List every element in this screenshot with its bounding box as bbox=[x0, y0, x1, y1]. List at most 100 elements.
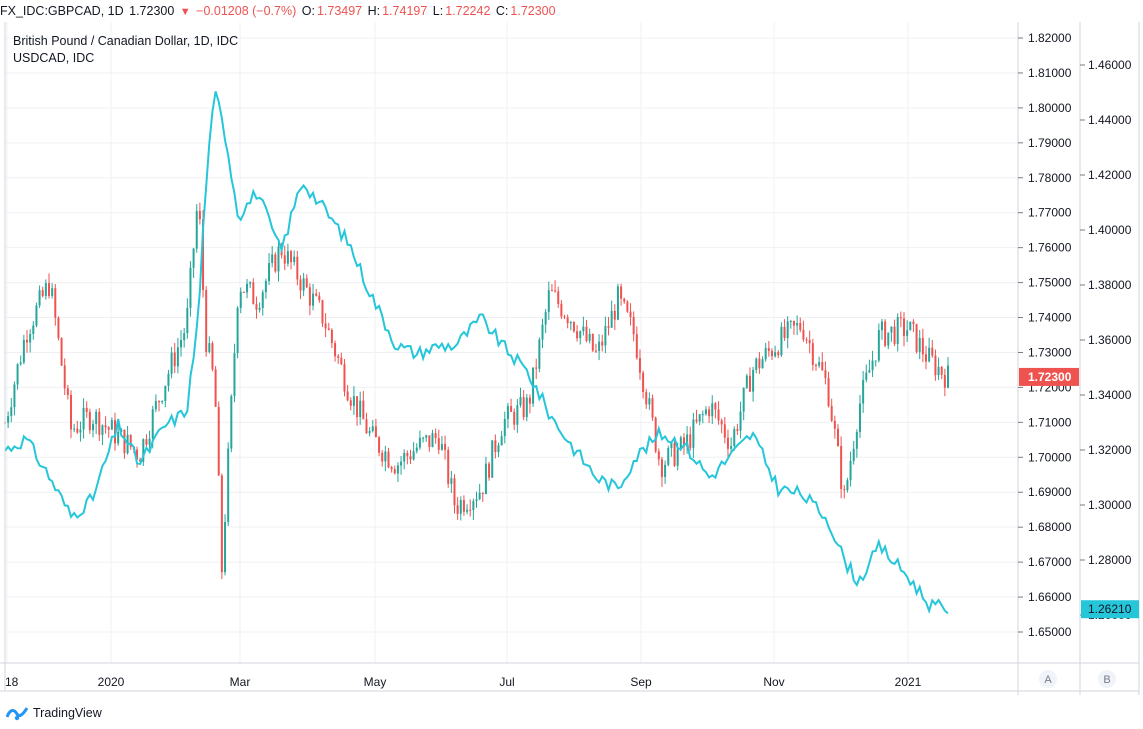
price-change: −0.01208 (−0.7%) bbox=[196, 4, 297, 18]
candle-body bbox=[500, 436, 503, 446]
candle-body bbox=[151, 409, 154, 439]
candle-body bbox=[202, 219, 205, 290]
candle-body bbox=[101, 425, 104, 435]
candle-body bbox=[330, 329, 333, 344]
candle-body bbox=[10, 407, 13, 417]
chart-canvas[interactable]: 1.82000 1.81000 1.80000 1.79000 1.78000 1.770… bbox=[0, 22, 1143, 695]
tradingview-icon bbox=[6, 707, 28, 721]
candle-body bbox=[145, 439, 148, 445]
symbol-interval[interactable]: FX_IDC:GBPCAD, 1D bbox=[0, 4, 124, 18]
candle-body bbox=[664, 464, 667, 477]
candle-body bbox=[290, 251, 293, 263]
candle-body bbox=[645, 391, 648, 405]
candle-body bbox=[217, 406, 220, 476]
candle-body bbox=[654, 417, 657, 452]
candle-body bbox=[620, 286, 623, 299]
tick-label-a: 1.76000 bbox=[1028, 241, 1072, 255]
candle-body bbox=[516, 405, 519, 425]
candle-body bbox=[928, 347, 931, 362]
candle-body bbox=[742, 387, 745, 412]
open-label: O: bbox=[301, 4, 315, 18]
candle-body bbox=[755, 358, 758, 370]
candle-body bbox=[582, 326, 585, 332]
scale-button-a-bg bbox=[1039, 670, 1057, 688]
scale-button-b[interactable]: B bbox=[1098, 670, 1116, 688]
candle-body bbox=[594, 350, 597, 352]
candle-body bbox=[349, 400, 352, 406]
candle-body bbox=[714, 403, 717, 410]
tick-label-a: 1.69000 bbox=[1028, 485, 1072, 499]
candle-body bbox=[356, 396, 359, 418]
usdcad-series bbox=[4, 91, 949, 615]
candle-body bbox=[947, 365, 949, 388]
candle-body bbox=[937, 366, 940, 376]
candle-body bbox=[13, 384, 16, 408]
candle-body bbox=[799, 322, 802, 330]
candle-body bbox=[626, 301, 629, 312]
candle-body bbox=[607, 326, 610, 328]
candle-body bbox=[425, 435, 428, 438]
candle-body bbox=[233, 353, 236, 397]
candle-body bbox=[334, 343, 337, 357]
tick-label-b: 1.34000 bbox=[1088, 388, 1132, 402]
main-series-legend[interactable]: British Pound / Canadian Dollar, 1D, IDC bbox=[13, 34, 239, 48]
candle-body bbox=[648, 398, 651, 405]
candle-body bbox=[19, 362, 22, 365]
candle-body bbox=[368, 430, 371, 434]
grid bbox=[5, 22, 1018, 663]
candle-body bbox=[148, 438, 151, 445]
candle-body bbox=[613, 310, 616, 320]
candle-body bbox=[66, 388, 69, 395]
candle-body bbox=[918, 337, 921, 352]
candle-body bbox=[154, 401, 157, 410]
last-price: 1.72300 bbox=[129, 4, 175, 18]
candle-body bbox=[519, 397, 522, 406]
low-label: L: bbox=[432, 4, 444, 18]
candle-body bbox=[676, 449, 679, 466]
candle-body bbox=[70, 394, 73, 430]
candle-body bbox=[110, 420, 113, 430]
candle-body bbox=[770, 350, 773, 357]
compare-series-legend[interactable]: USDCAD, IDC bbox=[13, 51, 95, 65]
candle-body bbox=[381, 452, 384, 462]
candle-body bbox=[246, 283, 249, 293]
candle-body bbox=[497, 445, 500, 453]
candle-body bbox=[550, 290, 553, 292]
candle-body bbox=[422, 437, 425, 439]
candle-body bbox=[934, 355, 937, 376]
candle-body bbox=[563, 316, 566, 318]
tick-label-a: 1.68000 bbox=[1028, 520, 1072, 534]
last-price-label-b: 1.26210 bbox=[1081, 600, 1139, 619]
candle-body bbox=[456, 505, 459, 514]
candle-body bbox=[224, 521, 227, 573]
candle-body bbox=[783, 326, 786, 339]
candle-body bbox=[808, 340, 811, 344]
candle-body bbox=[579, 331, 582, 339]
candle-body bbox=[796, 322, 799, 326]
candle-body bbox=[211, 343, 214, 370]
candle-body bbox=[802, 329, 805, 340]
candle-body bbox=[635, 334, 638, 359]
candle-body bbox=[242, 291, 245, 293]
candle-body bbox=[415, 447, 418, 452]
candle-body bbox=[318, 295, 321, 301]
candle-body bbox=[513, 411, 516, 425]
tradingview-logo[interactable]: TradingView bbox=[6, 703, 102, 723]
candle-body bbox=[271, 254, 274, 264]
candle-body bbox=[139, 459, 142, 462]
candle-body bbox=[884, 321, 887, 346]
candle-body bbox=[484, 463, 487, 495]
scale-button-a[interactable]: A bbox=[1039, 670, 1057, 688]
candle-body bbox=[299, 279, 302, 291]
candle-body bbox=[41, 290, 44, 296]
candle-body bbox=[258, 307, 261, 310]
candle-body bbox=[538, 339, 541, 369]
tick-label-a: 1.74000 bbox=[1028, 311, 1072, 325]
candle-body bbox=[843, 489, 846, 491]
candle-body bbox=[198, 210, 201, 220]
candle-body bbox=[506, 406, 509, 419]
candle-body bbox=[453, 478, 456, 506]
candle-body bbox=[902, 318, 905, 336]
candle-body bbox=[491, 440, 494, 478]
last-price-bg-b bbox=[1081, 600, 1139, 619]
